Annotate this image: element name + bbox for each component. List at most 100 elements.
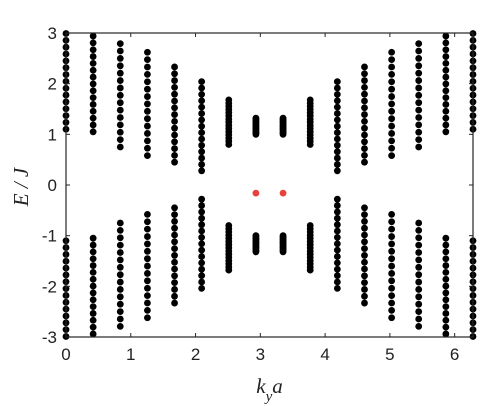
bulk-point	[388, 63, 396, 71]
bulk-point	[116, 106, 124, 114]
bulk-point	[388, 152, 396, 160]
bulk-point	[144, 255, 151, 263]
bulk-point	[198, 208, 206, 216]
bulk-point	[89, 269, 97, 276]
bulk-point	[361, 204, 368, 212]
bulk-point	[333, 129, 341, 137]
bulk-point	[415, 271, 423, 279]
bulk-point	[116, 293, 124, 301]
bulk-point	[171, 111, 178, 118]
data-points	[62, 30, 477, 340]
bulk-point	[333, 246, 341, 254]
bulk-point	[144, 56, 151, 64]
bulk-point	[361, 252, 368, 259]
bulk-point	[198, 116, 206, 124]
bulk-point	[89, 303, 97, 310]
bulk-point	[116, 62, 124, 70]
bulk-point	[171, 77, 178, 84]
bulk-point	[144, 299, 151, 307]
bulk-point	[144, 240, 151, 248]
bulk-point	[361, 104, 368, 112]
bulk-point	[333, 253, 341, 260]
bulk-point	[361, 279, 368, 287]
bulk-point	[198, 148, 206, 156]
bulk-point	[388, 225, 396, 233]
bulk-point	[388, 78, 396, 86]
bulk-point	[144, 233, 151, 240]
bulk-point	[171, 97, 178, 105]
bulk-point	[442, 289, 450, 297]
bulk-point	[144, 306, 151, 314]
bulk-point	[144, 78, 151, 86]
bulk-point	[388, 299, 396, 307]
bulk-point	[388, 85, 396, 93]
bulk-point	[361, 145, 368, 152]
bulk-point	[333, 278, 341, 286]
bulk-point	[333, 103, 341, 111]
bulk-point	[116, 219, 124, 227]
y-tick-label: -1	[42, 227, 57, 246]
bulk-point	[442, 316, 450, 324]
bulk-point	[333, 208, 341, 216]
bulk-point	[361, 63, 368, 71]
bulk-point	[171, 90, 178, 98]
bulk-point	[198, 129, 206, 137]
y-tick-label: 1	[48, 125, 57, 144]
bulk-point	[415, 91, 423, 99]
bulk-point	[361, 124, 368, 132]
bulk-point	[333, 195, 341, 203]
bulk-point	[442, 330, 450, 338]
bulk-point	[415, 128, 423, 136]
bulk-point	[171, 204, 178, 212]
bulk-point	[442, 255, 450, 263]
bulk-point	[144, 93, 151, 100]
bulk-point	[415, 69, 423, 77]
bulk-point	[333, 240, 341, 248]
bulk-point	[361, 258, 368, 266]
bulk-point	[89, 39, 97, 47]
bulk-point	[89, 310, 97, 317]
x-axis-label-sub: y	[264, 389, 273, 405]
bulk-point	[171, 245, 178, 253]
bulk-point	[89, 94, 97, 101]
x-tick-label: 0	[61, 345, 70, 364]
bulk-point	[89, 46, 97, 54]
bulk-point	[116, 128, 124, 136]
bulk-point	[171, 258, 178, 266]
bulk-point	[116, 77, 124, 84]
bulk-point	[361, 77, 368, 84]
bulk-point	[361, 117, 368, 125]
bulk-point	[198, 122, 206, 130]
bulk-point	[116, 249, 124, 256]
bulk-point	[89, 241, 97, 249]
bulk-point	[361, 211, 368, 219]
bulk-point	[415, 143, 423, 151]
bulk-point	[442, 53, 450, 60]
bulk-point	[171, 70, 178, 78]
bulk-point	[171, 138, 178, 146]
bulk-point	[415, 47, 423, 55]
bulk-point	[171, 265, 178, 273]
bulk-point	[442, 46, 450, 54]
bulk-point	[89, 80, 97, 88]
bulk-point	[415, 114, 423, 121]
bulk-point	[388, 218, 396, 226]
bulk-point	[442, 241, 450, 249]
bulk-point	[144, 277, 151, 285]
bulk-point	[144, 144, 151, 152]
bulk-point	[144, 284, 151, 292]
bulk-point	[198, 227, 206, 235]
bulk-point	[89, 60, 97, 67]
bulk-point	[361, 90, 368, 98]
bulk-point	[116, 241, 124, 249]
bulk-point	[333, 141, 341, 149]
bulk-point	[333, 202, 341, 209]
bulk-point	[198, 259, 206, 267]
y-tick-label: -2	[42, 277, 57, 296]
bulk-point	[144, 270, 151, 277]
bulk-point	[279, 114, 287, 122]
bulk-point	[361, 131, 368, 139]
bulk-point	[144, 314, 151, 322]
bulk-point	[415, 226, 423, 234]
bulk-point	[116, 143, 124, 151]
